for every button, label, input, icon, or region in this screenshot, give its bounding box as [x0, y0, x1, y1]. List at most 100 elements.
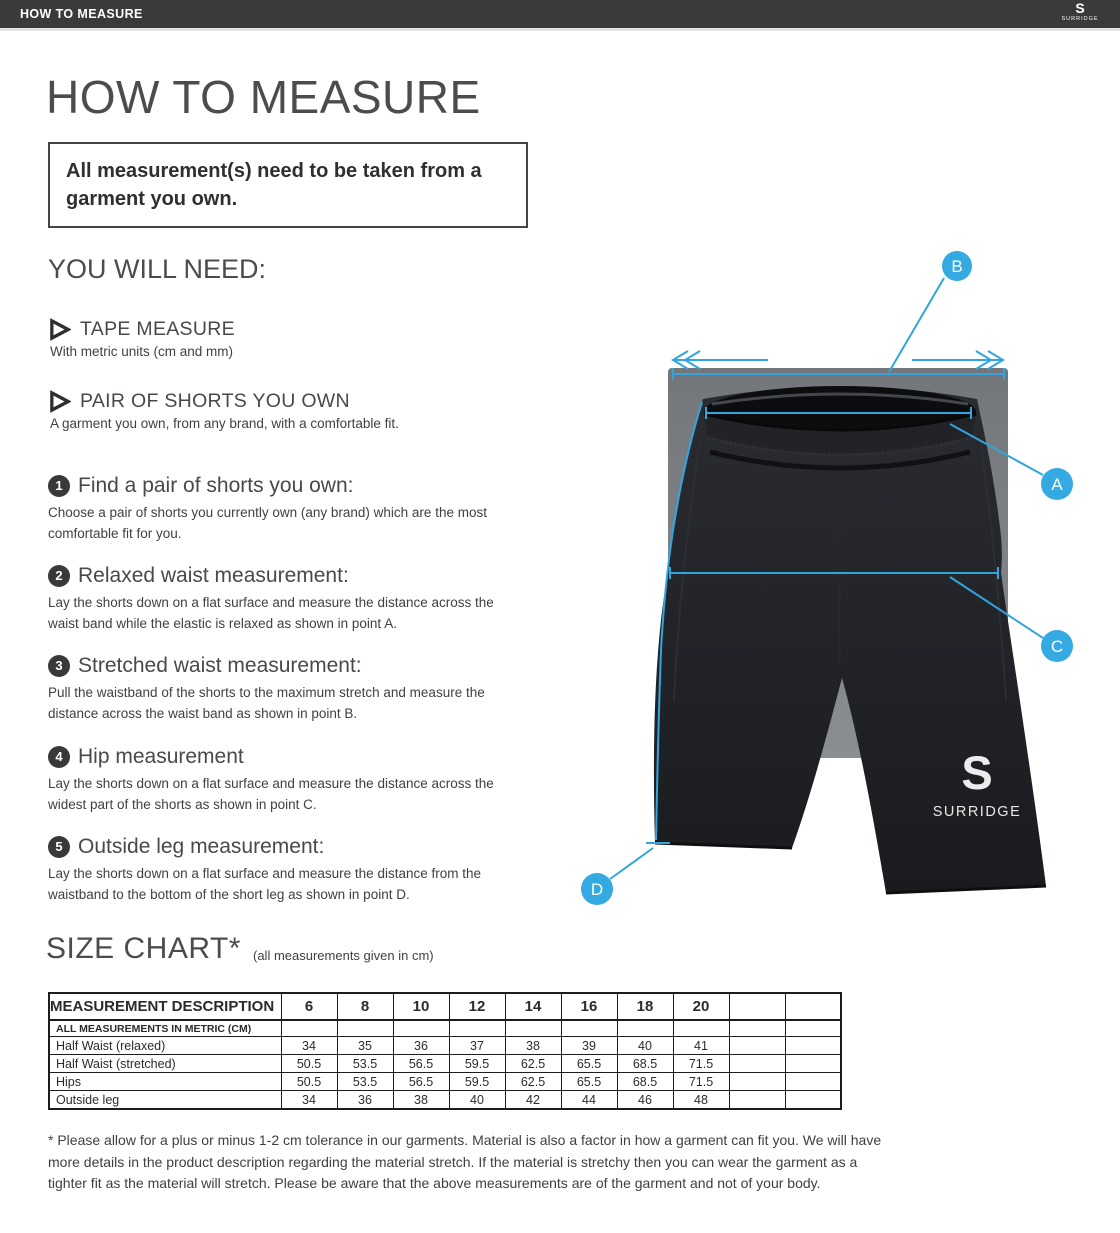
- measurement-line-c-hips: [669, 567, 1044, 639]
- size-value-cell: 36: [336, 1090, 394, 1110]
- shorts-image: S SURRIDGE: [653, 386, 1047, 895]
- point-label-d: D: [591, 880, 603, 899]
- size-value-cell: 56.5: [392, 1072, 450, 1091]
- shorts-measurement-diagram: S SURRIDGE: [550, 240, 1120, 930]
- surridge-s-icon: S: [1075, 0, 1085, 16]
- size-chart-table: MEASUREMENT DESCRIPTION 6 8 10 12 14 16 …: [48, 992, 842, 1110]
- column-header-size: 8: [336, 992, 394, 1021]
- measurement-line-a-relaxed-waist: [705, 407, 1044, 476]
- page-title: HOW TO MEASURE: [46, 71, 481, 123]
- step-number-badge: 1: [48, 475, 70, 497]
- size-value-cell: 34: [280, 1036, 338, 1055]
- size-value-cell: 50.5: [280, 1054, 338, 1073]
- need-item-subtitle: With metric units (cm and mm): [50, 344, 234, 359]
- triangle-bullet-icon: [50, 390, 71, 413]
- size-value-cell: 62.5: [504, 1054, 562, 1073]
- column-header-size: 20: [672, 992, 730, 1021]
- size-value-cell: 56.5: [392, 1054, 450, 1073]
- empty-cell: [728, 1072, 786, 1091]
- empty-cell: [784, 1019, 842, 1037]
- empty-cell: [504, 1019, 562, 1037]
- empty-cell: [560, 1019, 618, 1037]
- step-number-badge: 5: [48, 836, 70, 858]
- size-chart-heading: SIZE CHART*: [46, 932, 241, 965]
- size-value-cell: 35: [336, 1036, 394, 1055]
- column-header-size: 10: [392, 992, 450, 1021]
- measurement-line-d-outside-leg: [609, 401, 703, 880]
- step-number-badge: 2: [48, 565, 70, 587]
- measurement-guides: [609, 277, 1044, 880]
- empty-cell: [616, 1019, 674, 1037]
- size-value-cell: 65.5: [560, 1054, 618, 1073]
- need-item-header: TAPE MEASURE: [48, 318, 528, 341]
- empty-cell: [728, 1019, 786, 1037]
- column-header-size: 18: [616, 992, 674, 1021]
- step-header: 1 Find a pair of shorts you own:: [48, 474, 526, 498]
- size-value-cell: 48: [672, 1090, 730, 1110]
- row-label-cell: Half Waist (relaxed): [48, 1036, 282, 1055]
- step-item-4: 4 Hip measurement Lay the shorts down on…: [48, 745, 526, 816]
- shorts-logo-s-icon: S: [961, 746, 992, 799]
- metric-note-row: ALL MEASUREMENTS IN METRIC (CM): [48, 1019, 842, 1037]
- point-badge-d: [581, 873, 613, 905]
- left-hem: [654, 841, 793, 850]
- size-value-cell: 39: [560, 1036, 618, 1055]
- top-bar-title: HOW TO MEASURE: [20, 7, 143, 21]
- size-value-cell: 40: [448, 1090, 506, 1110]
- row-label-cell: Outside leg: [48, 1090, 282, 1110]
- shorts-diagram-svg: S SURRIDGE: [581, 251, 1073, 905]
- size-value-cell: 68.5: [616, 1072, 674, 1091]
- triangle-bullet-icon: [50, 318, 71, 341]
- size-value-cell: 46: [616, 1090, 674, 1110]
- metric-note-cell: ALL MEASUREMENTS IN METRIC (CM): [48, 1019, 282, 1037]
- empty-cell: [448, 1019, 506, 1037]
- step-description: Lay the shorts down on a flat surface an…: [48, 866, 481, 902]
- point-label-a: A: [1051, 475, 1063, 494]
- empty-cell: [672, 1019, 730, 1037]
- step-header: 5 Outside leg measurement:: [48, 835, 526, 859]
- waistband-front-rim: [703, 412, 977, 432]
- step-item-5: 5 Outside leg measurement: Lay the short…: [48, 835, 526, 906]
- step-item-1: 1 Find a pair of shorts you own: Choose …: [48, 474, 526, 545]
- empty-cell: [784, 1090, 842, 1110]
- need-item-tape-measure: TAPE MEASURE With metric units (cm and m…: [48, 318, 528, 359]
- left-seam: [673, 439, 701, 701]
- notice-text: All measurement(s) need to be taken from…: [66, 160, 482, 210]
- size-value-cell: 65.5: [560, 1072, 618, 1091]
- step-description: Lay the shorts down on a flat surface an…: [48, 595, 494, 631]
- size-value-cell: 38: [392, 1090, 450, 1110]
- notice-box: All measurement(s) need to be taken from…: [48, 142, 528, 228]
- point-badge-a: [1041, 468, 1073, 500]
- shorts-silhouette: [653, 386, 1046, 893]
- size-value-cell: 41: [672, 1036, 730, 1055]
- column-header-size: 12: [448, 992, 506, 1021]
- table-row-hips: Hips 50.5 53.5 56.5 59.5 62.5 65.5 68.5 …: [48, 1072, 842, 1091]
- empty-cell: [728, 1090, 786, 1110]
- size-value-cell: 62.5: [504, 1072, 562, 1091]
- point-badge-b: [942, 251, 972, 281]
- step-number-badge: 4: [48, 746, 70, 768]
- empty-cell: [784, 1036, 842, 1055]
- size-chart-note: (all measurements given in cm): [253, 948, 434, 963]
- step-header: 4 Hip measurement: [48, 745, 526, 769]
- row-label-cell: Hips: [48, 1072, 282, 1091]
- waistband-shadow: [709, 449, 971, 471]
- size-value-cell: 59.5: [448, 1072, 506, 1091]
- step-number-badge: 3: [48, 655, 70, 677]
- size-value-cell: 71.5: [672, 1072, 730, 1091]
- step-title: Outside leg measurement:: [78, 835, 325, 858]
- right-seam: [979, 439, 1007, 701]
- size-value-cell: 53.5: [336, 1054, 394, 1073]
- need-item-title: PAIR OF SHORTS YOU OWN: [80, 390, 350, 412]
- size-value-cell: 37: [448, 1036, 506, 1055]
- step-description: Lay the shorts down on a flat surface an…: [48, 776, 494, 812]
- surridge-logo-text: SURRIDGE: [1061, 16, 1099, 22]
- empty-cell: [392, 1019, 450, 1037]
- step-title: Stretched waist measurement:: [78, 654, 362, 677]
- you-will-need-heading: YOU WILL NEED:: [48, 254, 267, 284]
- double-arrow-right-icon: [975, 350, 1005, 370]
- size-value-cell: 42: [504, 1090, 562, 1110]
- waistband-elastic: [704, 414, 976, 453]
- step-header: 3 Stretched waist measurement:: [48, 654, 526, 678]
